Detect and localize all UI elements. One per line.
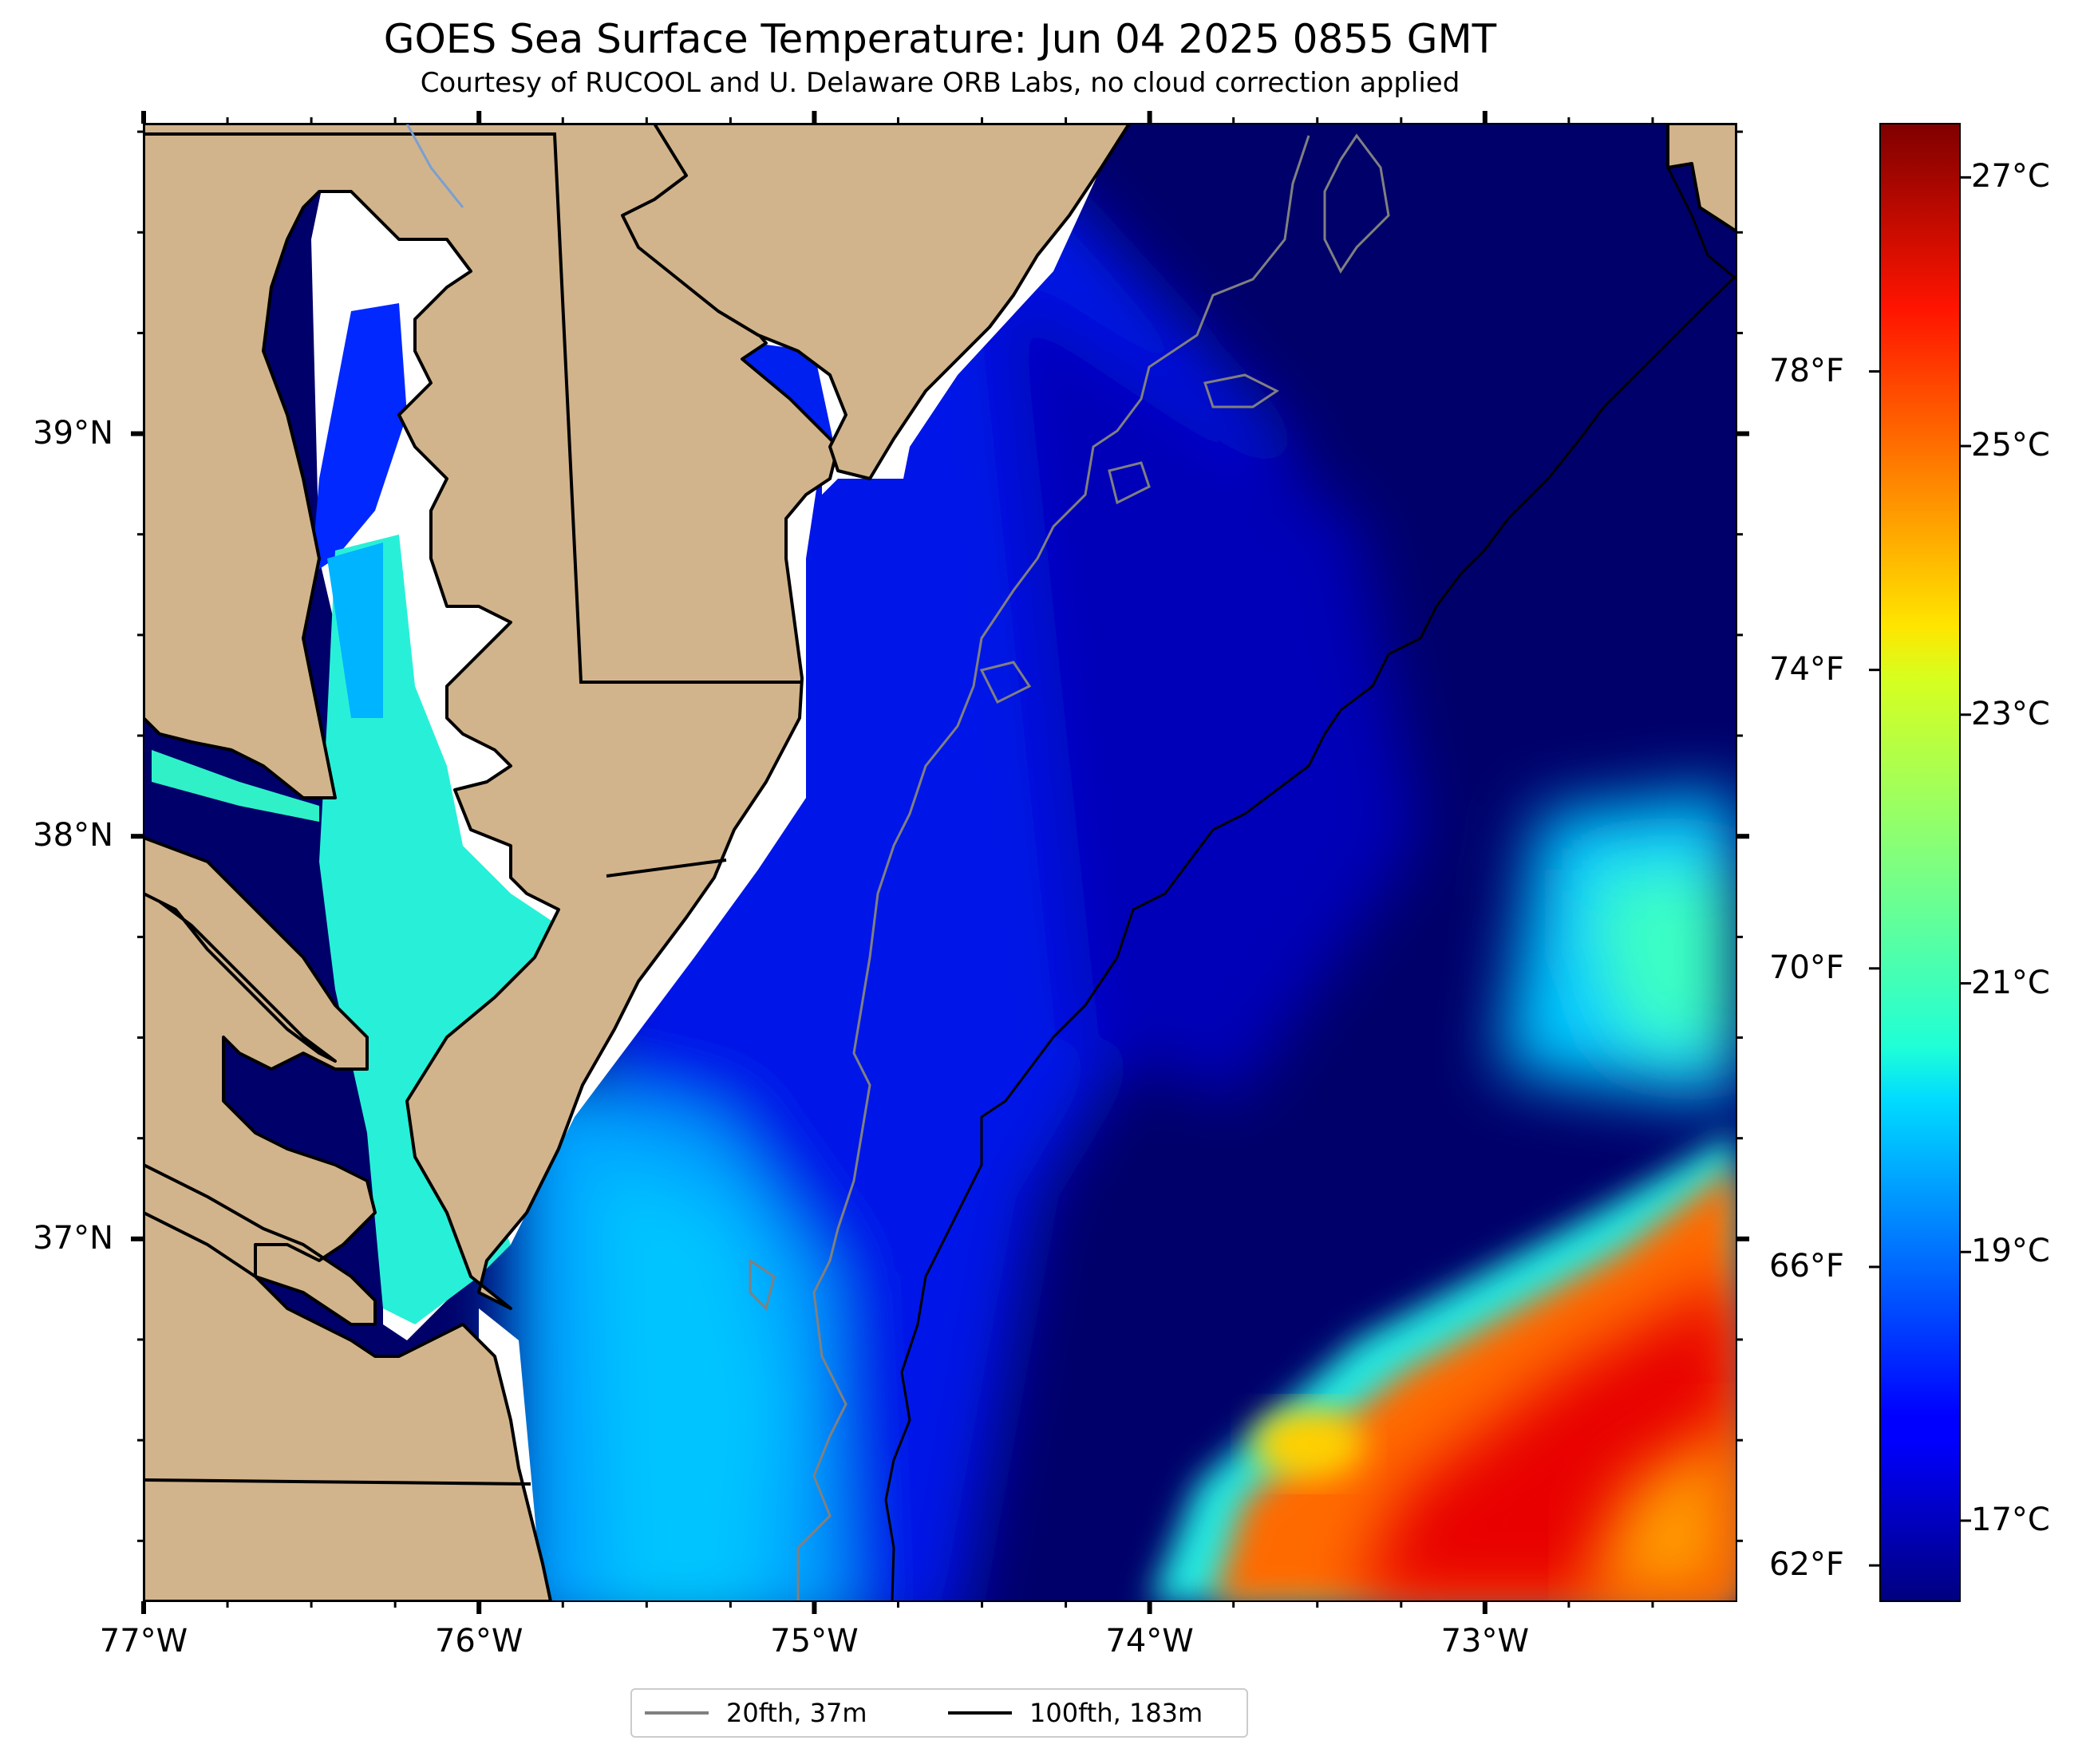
colorbar-celsius-label: 21°C — [1971, 964, 2050, 1001]
land-delmarva — [144, 124, 911, 1310]
land-virginia — [144, 836, 552, 1601]
land-northern-neck — [144, 892, 337, 1063]
legend-item-100fth: 100fth, 183m — [948, 1690, 1203, 1736]
legend-item-20fth: 20fth, 37m — [645, 1690, 867, 1736]
colorbar-fahrenheit-label: 70°F — [1769, 949, 1844, 986]
sst-map — [144, 124, 1736, 1601]
gulf-stream — [1150, 1133, 1736, 1601]
colorbar-fahrenheit-label: 62°F — [1769, 1546, 1844, 1584]
colorbar — [1879, 123, 1961, 1602]
lon-tick-label: 77°W — [99, 1623, 188, 1659]
legend-swatch-100fth — [948, 1711, 1012, 1715]
legend-label-100fth: 100fth, 183m — [1029, 1698, 1203, 1728]
lat-tick-label: 38°N — [33, 817, 113, 854]
land — [144, 124, 1736, 1601]
colorbar-fahrenheit-label: 78°F — [1769, 352, 1844, 389]
colorbar-fahrenheit-label: 74°F — [1769, 650, 1844, 688]
colorbar-celsius-label: 25°C — [1971, 427, 2050, 464]
page-subtitle: Courtesy of RUCOOL and U. Delaware ORB L… — [420, 67, 1460, 99]
lat-tick-label: 39°N — [33, 414, 113, 452]
colorbar-celsius-label: 17°C — [1971, 1501, 2050, 1538]
map-ticks — [131, 111, 1749, 1614]
legend: 20fth, 37m 100fth, 183m — [630, 1688, 1248, 1738]
page-title: GOES Sea Surface Temperature: Jun 04 202… — [383, 16, 1497, 62]
lat-tick-label: 37°N — [33, 1219, 113, 1257]
contour-20fth — [749, 133, 1390, 1601]
legend-label-20fth: 20fth, 37m — [726, 1698, 867, 1728]
colorbar-fahrenheit-label: 66°F — [1769, 1247, 1844, 1285]
colorbar-celsius-label: 19°C — [1971, 1233, 2050, 1270]
land-new-jersey — [621, 124, 1131, 480]
lon-tick-label: 75°W — [770, 1623, 859, 1659]
state-borders — [144, 132, 802, 1486]
colorbar-celsius-label: 23°C — [1971, 695, 2050, 732]
map-frame — [143, 123, 1737, 1602]
lon-tick-label: 74°W — [1105, 1623, 1194, 1659]
contour-100fth — [884, 167, 1736, 1601]
land-northeast — [1666, 124, 1736, 233]
river-line — [405, 124, 464, 208]
colorbar-ticks — [1869, 176, 1971, 1567]
legend-swatch-20fth — [645, 1711, 709, 1715]
colorbar-celsius-label: 27°C — [1971, 158, 2050, 195]
lon-tick-label: 76°W — [434, 1623, 523, 1659]
lon-tick-label: 73°W — [1440, 1623, 1530, 1659]
